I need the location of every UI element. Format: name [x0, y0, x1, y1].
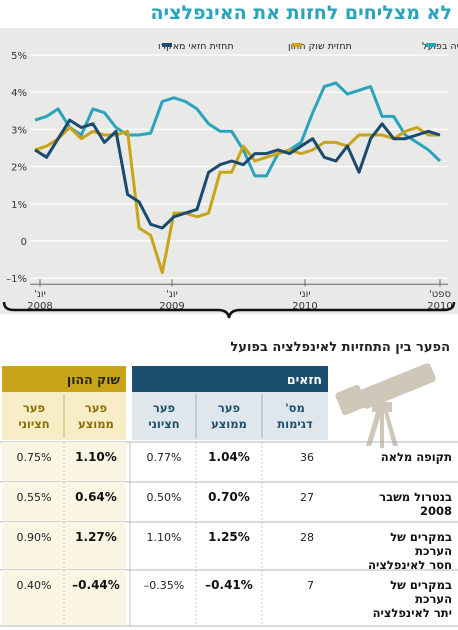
col-header-forecasters-mean: פער ממוצע	[211, 401, 247, 431]
legend-item-macro: תחזית חזאי מאקרו	[158, 41, 234, 52]
x-tick-month: יונ'	[34, 289, 46, 300]
cell-market-median: 0.75%	[17, 451, 52, 464]
cell-market-median: 0.90%	[17, 531, 52, 544]
series-line-market	[34, 126, 440, 275]
gap-table: שוק ההון חזאים פער חציוני פער ממוצע פער חציוני פ…	[0, 363, 458, 627]
legend-item-actual: האינפלציה בפועל	[422, 41, 458, 52]
group-body-forecasters	[132, 392, 328, 440]
y-tick-label: 5%	[11, 51, 27, 62]
col-header-samples: מס' דגימות	[277, 401, 313, 431]
cell-market-mean: –0.44%	[72, 578, 120, 592]
row-label: במקרים של הערכת יתר לאינפלציה	[373, 578, 452, 620]
legend-label: האינפלציה בפועל	[422, 41, 458, 52]
y-tick-label: 4%	[11, 88, 27, 99]
cell-samples: 7	[307, 579, 314, 592]
x-tick-year: 2008	[27, 301, 52, 312]
brace	[2, 301, 456, 319]
y-tick-label: 3%	[11, 125, 27, 136]
x-tick-year: 2009	[159, 301, 184, 312]
x-tick-month: ספט'	[429, 289, 451, 300]
row-label: תקופה מלאה	[381, 450, 452, 464]
y-tick-label: 2%	[11, 163, 27, 174]
chart-title: לא מצליחים לחזות את האינפלציה	[150, 2, 452, 24]
group-header-market	[2, 366, 126, 392]
x-tick-year: 2010	[427, 301, 452, 312]
telescope-icon	[335, 363, 436, 448]
x-tick-month: יוני	[299, 289, 310, 300]
cell-forecasters-mean: 0.70%	[208, 490, 250, 504]
cell-forecasters-median: 1.10%	[147, 531, 182, 544]
row-label: במקרים של הערכת חסר לאינפלציה	[368, 530, 452, 572]
group-header-forecasters	[132, 366, 328, 392]
legend-item-market: תחזית שוק ההון	[288, 41, 352, 52]
cell-forecasters-mean: 1.04%	[208, 450, 250, 464]
cell-forecasters-mean: 1.25%	[208, 530, 250, 544]
legend-label: תחזית שוק ההון	[288, 41, 352, 52]
series-line-macro	[34, 118, 441, 230]
cell-market-median: 0.40%	[17, 579, 52, 592]
cell-market-mean: 0.64%	[75, 490, 117, 504]
y-tick-label: –1%	[6, 274, 27, 285]
legend-label: תחזית חזאי מאקרו	[158, 41, 234, 52]
cell-samples: 36	[300, 451, 314, 464]
cell-forecasters-median: –0.35%	[144, 579, 184, 592]
group-title-market: שוק ההון	[67, 372, 121, 387]
y-tick-label: 1%	[11, 200, 27, 211]
x-tick-year: 2010	[292, 301, 317, 312]
cell-samples: 28	[300, 531, 314, 544]
cell-market-mean: 1.27%	[75, 530, 117, 544]
cell-samples: 27	[300, 491, 314, 504]
col-header-market-mean: פער ממוצע	[78, 401, 114, 431]
cell-forecasters-mean: –0.41%	[205, 578, 253, 592]
col-header-market-median: פער חציוני	[18, 401, 49, 431]
y-tick-label: 0	[21, 237, 27, 248]
cell-market-mean: 1.10%	[75, 450, 117, 464]
group-title-forecasters: חזאים	[287, 372, 322, 387]
row-label: בנטרול משבר 2008	[379, 490, 452, 518]
table-subtitle: הפער בין התחזיות לאינפלציה בפועל	[230, 340, 450, 355]
cell-market-median: 0.55%	[17, 491, 52, 504]
col-header-forecasters-median: פער חציוני	[148, 401, 179, 431]
x-tick-month: יונ'	[166, 289, 178, 300]
line-chart: 5%4%3%2%1%0–1%יונ'2008יונ'2009יוני2010ספ…	[2, 41, 458, 319]
cell-forecasters-median: 0.77%	[147, 451, 182, 464]
series-line-actual	[34, 81, 442, 178]
cell-forecasters-median: 0.50%	[147, 491, 182, 504]
